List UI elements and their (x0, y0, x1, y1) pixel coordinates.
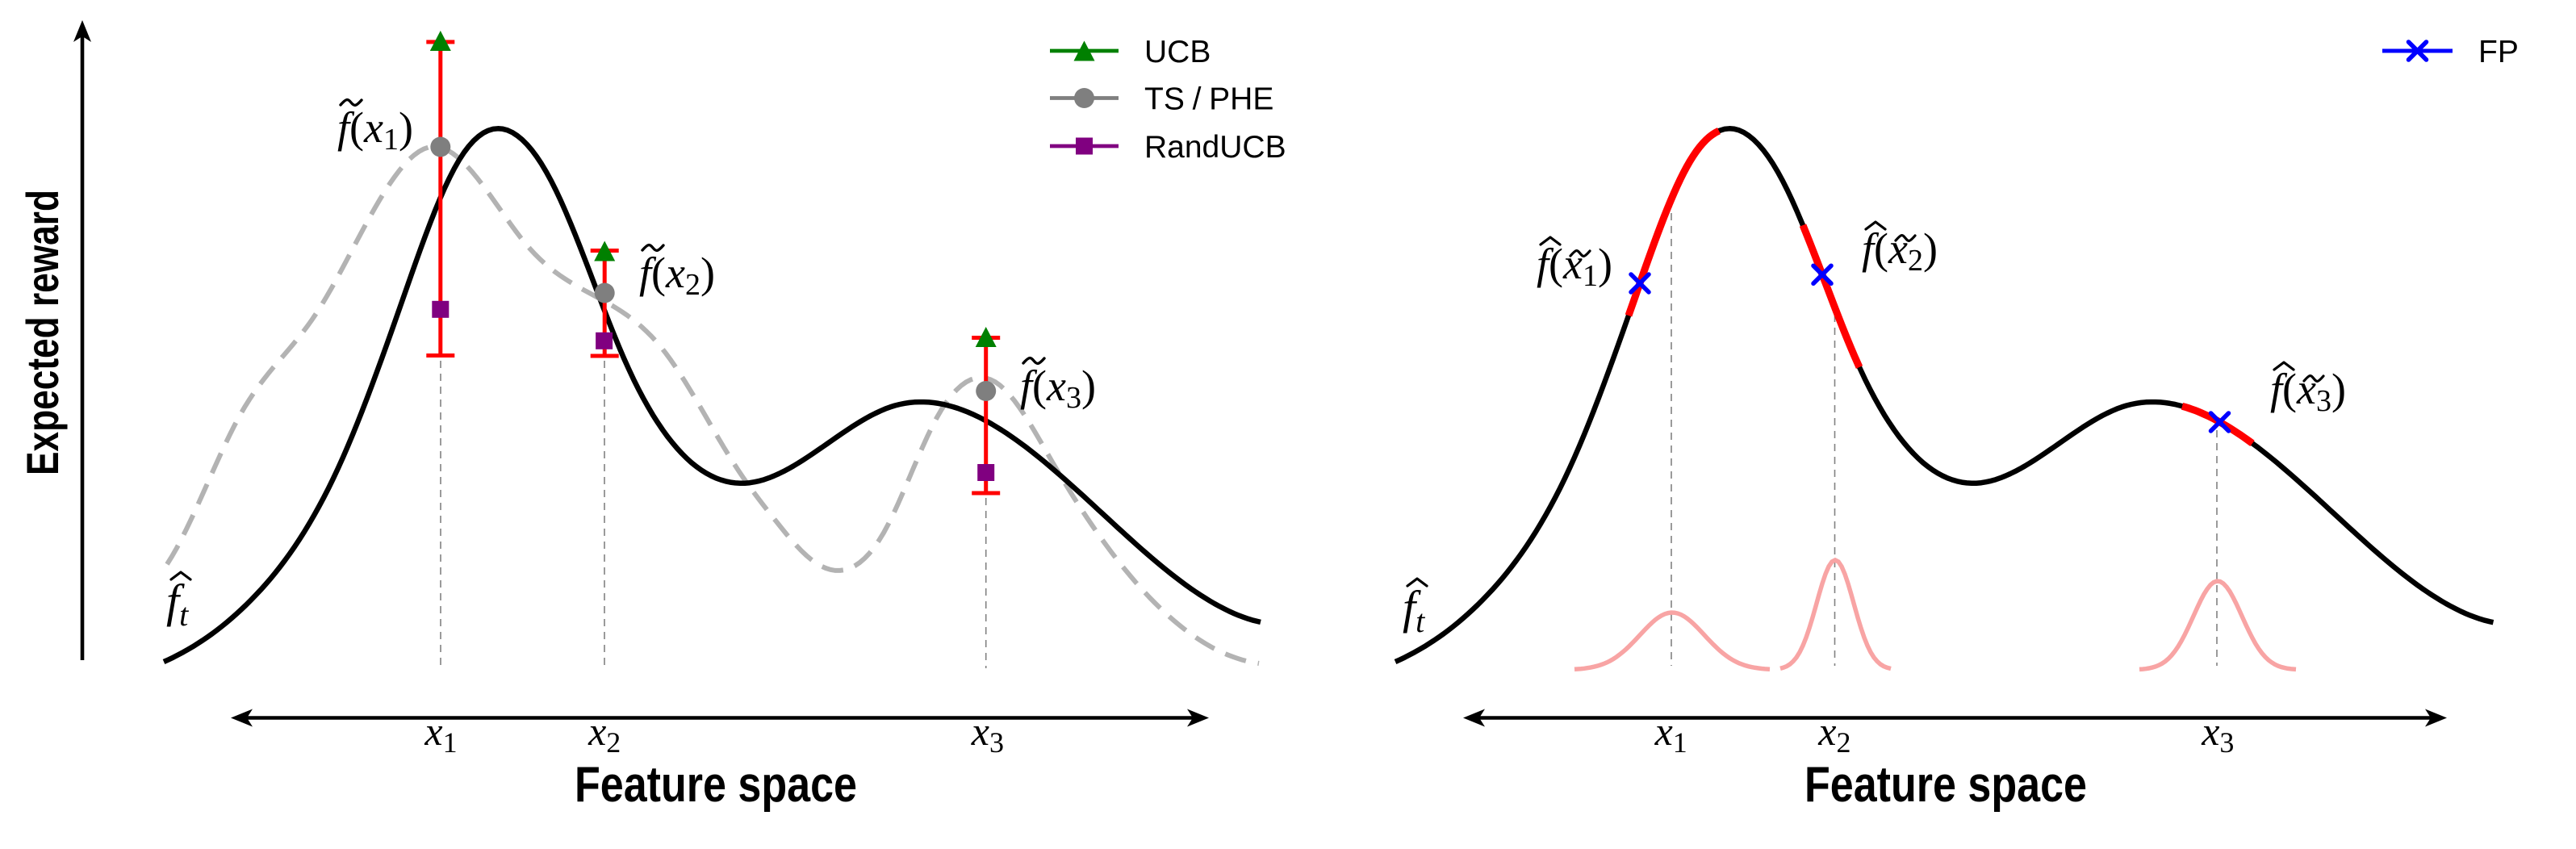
svg-text:ft: ft (1403, 581, 1425, 639)
svg-text:f(x3): f(x3) (2270, 365, 2346, 418)
svg-text:f(x2): f(x2) (1862, 224, 1938, 278)
svg-text:f(x2): f(x2) (639, 249, 715, 302)
svg-text:x2: x2 (1817, 709, 1850, 759)
svg-text:ft: ft (166, 575, 189, 633)
svg-text:TS / PHE: TS / PHE (1144, 82, 1273, 117)
svg-text:f(x1): f(x1) (1537, 240, 1612, 293)
svg-text:Expected reward: Expected reward (17, 190, 68, 475)
svg-text:RandUCB: RandUCB (1144, 130, 1286, 165)
svg-text:Feature space: Feature space (1804, 757, 2087, 813)
svg-text:Feature space: Feature space (575, 757, 857, 813)
svg-text:f(x3): f(x3) (1020, 362, 1096, 415)
svg-text:f(x1): f(x1) (337, 103, 413, 157)
svg-text:UCB: UCB (1144, 35, 1211, 69)
svg-text:FP: FP (2478, 35, 2519, 69)
